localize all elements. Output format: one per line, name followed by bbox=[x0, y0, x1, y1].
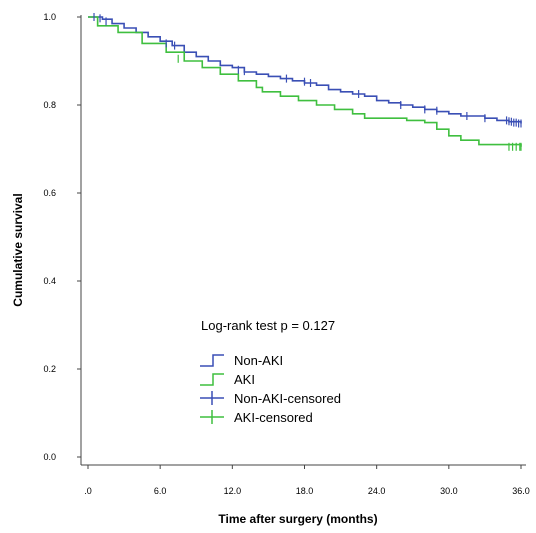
legend-label: AKI bbox=[234, 372, 255, 387]
logrank-annotation: Log-rank test p = 0.127 bbox=[201, 318, 335, 333]
legend-label: Non-AKI bbox=[234, 353, 283, 368]
x-tick-label: 6.0 bbox=[154, 486, 167, 496]
x-tick-label: 12.0 bbox=[224, 486, 242, 496]
legend-item: AKI-censored bbox=[200, 410, 313, 425]
legend-item: AKI bbox=[200, 372, 255, 387]
x-tick-label: .0 bbox=[84, 486, 92, 496]
axes bbox=[80, 15, 526, 466]
y-tick-label: 0.0 bbox=[43, 452, 56, 462]
series-line-non-aki bbox=[88, 16, 522, 124]
y-tick-label: 0.8 bbox=[43, 100, 56, 110]
y-tick-label: 1.0 bbox=[43, 12, 56, 22]
y-tick-label: 0.2 bbox=[43, 364, 56, 374]
x-axis-title: Time after surgery (months) bbox=[218, 512, 377, 526]
y-axis-ticks: 0.0 0.2 0.4 0.6 0.8 1.0 bbox=[43, 12, 81, 462]
legend-swatch-line bbox=[200, 373, 224, 386]
x-tick-label: 18.0 bbox=[296, 486, 314, 496]
x-tick-label: 24.0 bbox=[368, 486, 386, 496]
legend-label: AKI-censored bbox=[234, 410, 313, 425]
x-tick-label: 36.0 bbox=[512, 486, 530, 496]
legend-swatch-line bbox=[200, 354, 224, 367]
legend-item: Non-AKI-censored bbox=[200, 391, 341, 406]
series-line-aki bbox=[88, 16, 522, 147]
x-axis-ticks: .0 6.0 12.0 18.0 24.0 30.0 36.0 bbox=[84, 465, 530, 496]
legend-item: Non-AKI bbox=[200, 353, 283, 368]
legend: Non-AKI AKI Non-AKI-censored AKI-censored bbox=[200, 353, 341, 425]
x-tick-label: 30.0 bbox=[440, 486, 458, 496]
y-tick-label: 0.6 bbox=[43, 188, 56, 198]
y-axis-title: Cumulative survival bbox=[11, 193, 25, 306]
y-tick-label: 0.4 bbox=[43, 276, 56, 286]
legend-label: Non-AKI-censored bbox=[234, 391, 341, 406]
censor-layer bbox=[93, 13, 522, 151]
